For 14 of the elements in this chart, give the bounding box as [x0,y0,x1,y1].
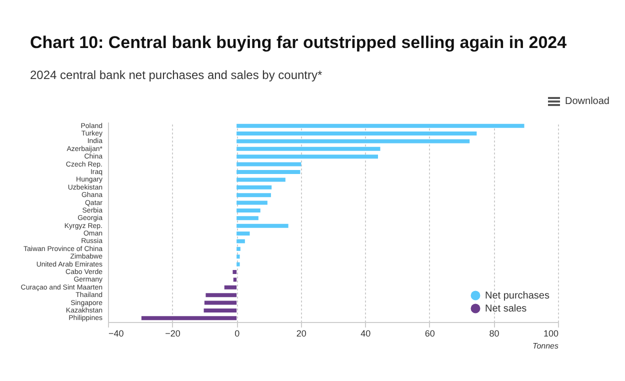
x-tick-label: 80 [489,328,500,338]
chart-subtitle: 2024 central bank net purchases and sales by country* [30,68,322,82]
text: Download [565,96,610,107]
x-tick-label: 100 [543,328,558,338]
x-tick-label: 40 [360,328,371,338]
x-tick-label: 20 [296,328,306,338]
x-tick-label: 0 [234,328,240,338]
x-axis-title: Tonnes [532,342,558,350]
x-tick-label: 60 [424,328,435,338]
x-tick-label: −40 [108,328,124,338]
chart-title: Chart 10: Central bank buying far outstripped selling again in 2024 [30,33,567,53]
legend-label: Net purchases [485,290,550,302]
x-tick-label: −20 [165,328,180,338]
legend-label: Net sales [485,304,527,314]
